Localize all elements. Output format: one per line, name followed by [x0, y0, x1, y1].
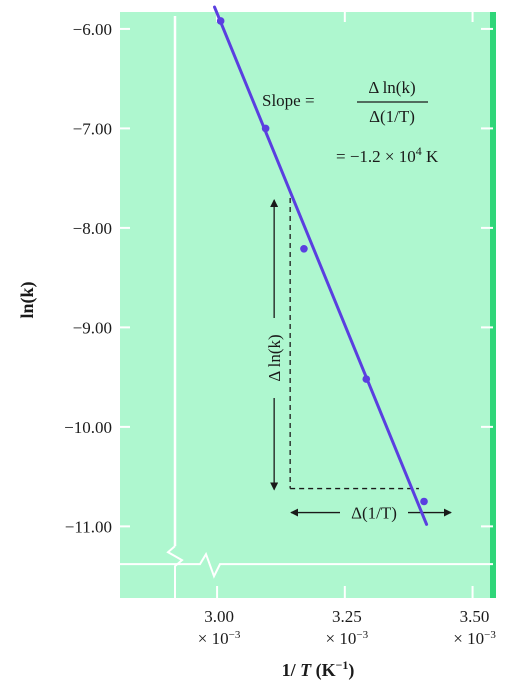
y-axis-title: ln(k)	[17, 281, 38, 318]
data-point	[261, 124, 270, 133]
slope-value: = −1.2 × 104 K	[336, 144, 439, 166]
data-point	[420, 497, 428, 506]
axis-break	[120, 16, 493, 598]
x-tick-label: 3.50	[460, 607, 490, 626]
plot-background	[120, 12, 493, 598]
x-tick-labels: 3.00 × 10−3 3.25 × 10−3 3.50 × 10−3	[198, 607, 497, 648]
delta-lnk-label: Δ ln(k)	[265, 334, 284, 381]
slope-label: Slope =	[262, 91, 315, 110]
data-points	[216, 17, 428, 506]
y-tick-label: −6.00	[73, 20, 112, 39]
x-tick-label: 3.00	[204, 607, 234, 626]
x-tick-label: 3.25	[332, 607, 362, 626]
data-point	[216, 17, 225, 25]
y-tick-label: −7.00	[73, 119, 112, 138]
fit-line	[213, 5, 429, 526]
x-tick-multiplier: × 10−3	[326, 629, 369, 648]
slope-annotation: Slope = Δ ln(k) Δ(1/T) = −1.2 × 104 K	[262, 78, 439, 166]
delta-invt-label: Δ(1/T)	[351, 504, 397, 523]
data-point	[300, 244, 308, 253]
slope-numerator: Δ ln(k)	[368, 78, 415, 97]
y-tick-label: −10.00	[64, 418, 112, 437]
plot-right-edge	[490, 12, 496, 598]
y-tick-labels: −6.00 −7.00 −8.00 −9.00 −10.00 −11.00	[64, 20, 112, 536]
data-point	[362, 375, 371, 383]
y-tick-label: −8.00	[73, 219, 112, 238]
y-tick-label: −11.00	[65, 517, 112, 536]
x-tick-multiplier: × 10−3	[453, 629, 496, 648]
fit-line-group	[213, 5, 429, 526]
slope-triangle: Δ ln(k) Δ(1/T)	[265, 198, 452, 523]
x-axis-break	[120, 551, 493, 579]
x-axis-title: 1/ T (K−1)	[282, 658, 355, 681]
y-tick-label: −9.00	[73, 318, 112, 337]
y-axis-break	[166, 545, 184, 598]
slope-denominator: Δ(1/T)	[369, 107, 415, 126]
x-tick-multiplier: × 10−3	[198, 629, 241, 648]
